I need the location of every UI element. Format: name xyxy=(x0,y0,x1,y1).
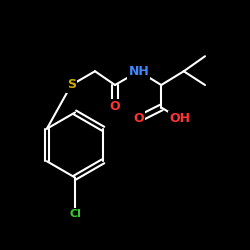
Text: O: O xyxy=(110,100,120,113)
Text: O: O xyxy=(134,112,144,125)
Text: NH: NH xyxy=(128,65,149,78)
Text: OH: OH xyxy=(170,112,190,125)
Text: S: S xyxy=(67,78,76,92)
Text: Cl: Cl xyxy=(69,209,81,219)
